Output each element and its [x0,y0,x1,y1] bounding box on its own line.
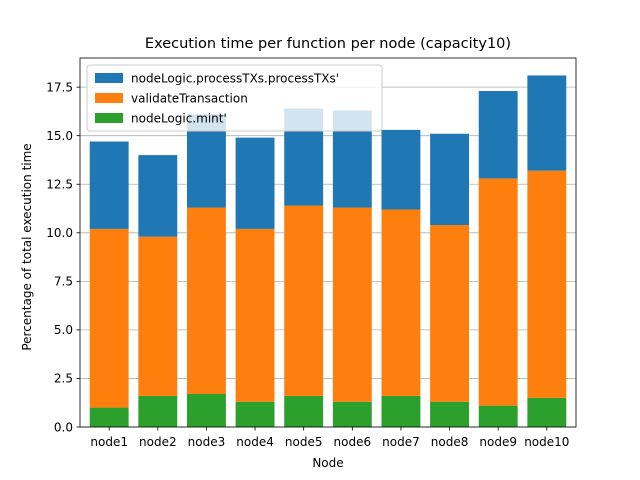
bar-node7-series-0 [381,395,421,427]
x-tick-label-node6: node6 [334,435,372,449]
bar-node7-series-2 [381,129,421,210]
x-tick-label-node1: node1 [90,435,128,449]
x-tick-label-node5: node5 [285,435,323,449]
legend-swatch-1 [95,93,123,103]
x-tick-label-node10: node10 [524,435,569,449]
bar-node4-series-2 [235,137,275,229]
y-tick-label: 7.5 [54,275,73,289]
y-tick-label: 10.0 [46,226,73,240]
bar-node4-series-1 [235,228,275,402]
x-tick-label-node3: node3 [188,435,226,449]
x-tick-label-node8: node8 [431,435,469,449]
legend-box [86,64,383,132]
axes [79,57,577,428]
legend-label-2: nodeLogic.processTXs.processTXs' [131,72,339,86]
legend-label-0: nodeLogic.mint' [131,112,227,126]
bars [89,75,567,427]
bar-node3-series-1 [186,207,226,394]
y-tick-label: 12.5 [46,178,73,192]
bar-node4-series-0 [235,401,275,427]
bar-node2-series-1 [138,236,178,396]
bar-node8-series-2 [430,133,470,226]
bar-node6-series-1 [332,207,372,402]
x-tick-label-node4: node4 [236,435,274,449]
y-tick-label: 0.0 [54,420,73,434]
bar-node9-series-1 [478,178,518,406]
bar-node10-series-2 [527,75,567,171]
bar-node1-series-0 [89,407,129,427]
y-tick-label: 17.5 [46,80,73,94]
bar-node10-series-1 [527,170,567,398]
legend-label-1: validateTransaction [131,92,248,106]
bar-node2-series-0 [138,395,178,427]
x-tick-label-node9: node9 [479,435,517,449]
bar-node1-series-1 [89,228,129,408]
bar-node6-series-0 [332,401,372,427]
legend-swatch-2 [95,73,123,83]
y-ticks: 0.0 2.5 5.0 7.5 10.0 12.5 15.0 17.5 [46,80,80,434]
bar-node8-series-0 [430,401,470,427]
bar-node8-series-1 [430,225,470,402]
y-tick-label: 5.0 [54,323,73,337]
y-tick-label: 15.0 [46,129,73,143]
bar-node5-series-0 [284,395,324,427]
x-ticks: node1 node2 node3 node4 node5 node6 node7 node8… [90,427,569,449]
bar-node9-series-0 [478,405,518,427]
bar-node5-series-1 [284,205,324,396]
bar-node1-series-2 [89,141,129,229]
bar-node2-series-2 [138,155,178,237]
bar-node10-series-0 [527,397,567,427]
y-tick-label: 2.5 [54,372,73,386]
plot-frame [79,57,577,428]
x-axis-label: Node [312,456,343,470]
legend: nodeLogic.processTXs.processTXs' validat… [86,64,383,132]
chart-title: Execution time per function per node (ca… [145,36,511,52]
bar-node7-series-1 [381,209,421,396]
x-tick-label-node7: node7 [382,435,420,449]
y-axis-label: Percentage of total execution time [20,143,34,350]
x-tick-label-node2: node2 [139,435,177,449]
bar-node9-series-2 [478,91,518,179]
legend-swatch-0 [95,113,123,123]
bar-node3-series-0 [186,393,226,427]
